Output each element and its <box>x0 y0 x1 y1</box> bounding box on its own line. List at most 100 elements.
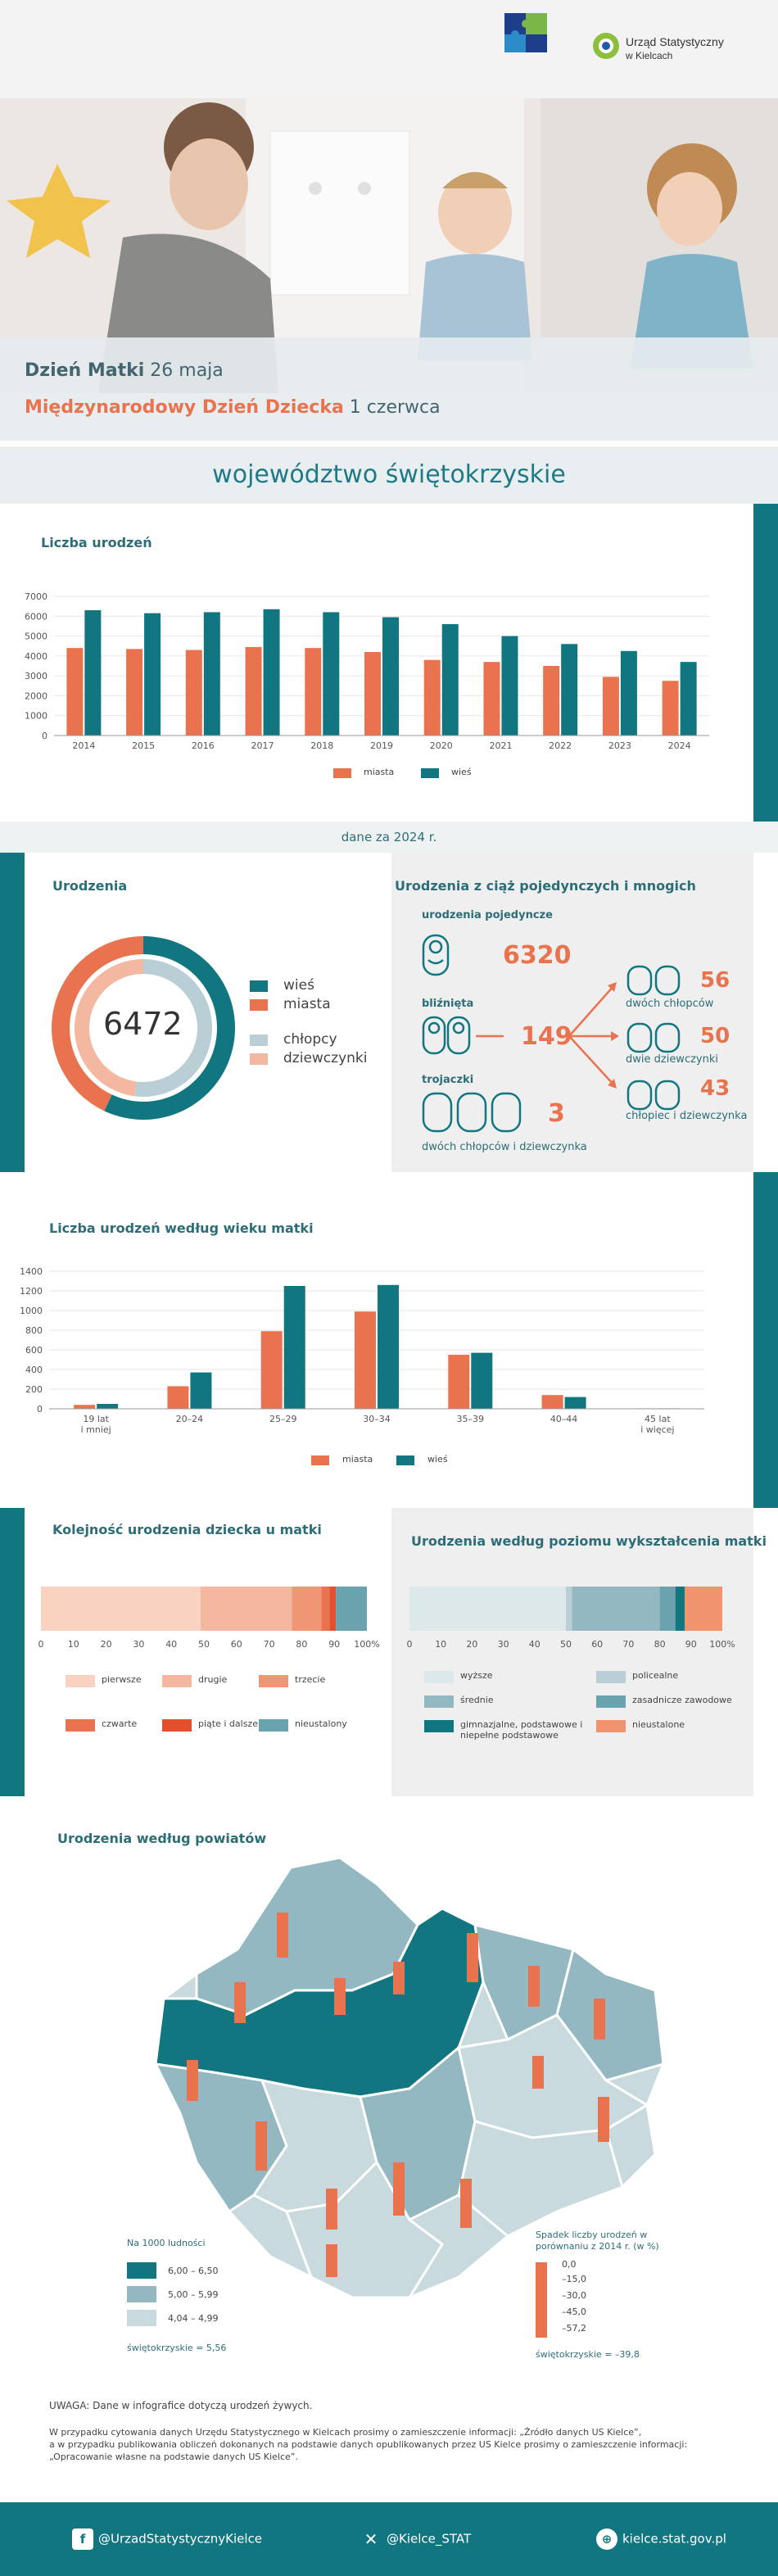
x-tick-label: 2016 <box>192 740 215 751</box>
bar-miasta <box>260 1331 283 1409</box>
legend-swatch-5 <box>596 1720 626 1732</box>
map-legend-range-2: 5,00 – 5,99 <box>168 2289 219 2300</box>
single-births-label: urodzenia pojedyncze <box>422 909 553 921</box>
decline-tick-2: –30,0 <box>562 2290 586 2301</box>
twins-value: 149 <box>521 1022 572 1051</box>
y-tick-label: 0 <box>42 731 47 741</box>
stack-segment-0 <box>409 1587 566 1631</box>
y-tick-label: 0 <box>37 1404 43 1415</box>
baby-icon-triplets <box>422 1092 522 1133</box>
bar-wieś <box>501 636 518 736</box>
decline-tick-4: –57,2 <box>562 2323 586 2334</box>
y-tick-label: 200 <box>25 1384 43 1395</box>
map-legend-range-1: 6,00 – 6,50 <box>168 2266 219 2276</box>
legend-swatch-0 <box>424 1671 454 1683</box>
mixed-label: chłopiec i dziewczynka <box>626 1110 748 1122</box>
x-tick-label: 50 <box>198 1639 210 1650</box>
us-logo-name: Urząd Statystyczny <box>626 35 724 48</box>
bar-wieś <box>97 1404 119 1409</box>
x-tick-label: 40 <box>165 1639 177 1650</box>
legend-swatch-4 <box>424 1720 454 1732</box>
y-tick-label: 800 <box>25 1325 43 1336</box>
triplets-label: trojaczki <box>422 1074 474 1086</box>
decline-tick-0: 0,0 <box>562 2259 577 2270</box>
x-tick-label: 50 <box>560 1639 572 1650</box>
stack-segment-0 <box>41 1587 201 1631</box>
triplets-value: 3 <box>548 1099 565 1128</box>
region-title: województwo świętokrzyskie <box>0 446 778 504</box>
bar-wieś <box>283 1286 305 1409</box>
bar-miasta <box>355 1311 376 1409</box>
x-tick-label: 2024 <box>668 740 691 751</box>
legend-label-4: piąte i dalsze <box>198 1718 258 1729</box>
boys-value: 56 <box>700 968 731 993</box>
x-tick-label: 100% <box>709 1639 735 1650</box>
bar-miasta <box>126 649 143 736</box>
donut-center-value: 6472 <box>103 1006 183 1042</box>
decline-bar-14 <box>460 2179 472 2228</box>
decline-legend-title: Spadek liczby urodzeń w porównaniu z 201… <box>536 2230 659 2252</box>
bar-wieś <box>382 617 399 736</box>
note-citation-3: „Opracowanie własne na podstawie danych … <box>49 2452 298 2462</box>
stack-segment-5 <box>685 1587 722 1631</box>
map-title: Urodzenia według powiatów <box>57 1831 267 1846</box>
globe-icon: ⊕ <box>596 2528 617 2550</box>
legend-swatch-5 <box>259 1719 288 1732</box>
bar-wieś <box>471 1352 493 1409</box>
y-tick-label: 600 <box>25 1345 43 1356</box>
girls-value: 50 <box>700 1024 731 1048</box>
header: Urząd Statystyczny w Kielcach <box>0 0 778 98</box>
stack-segment-4 <box>329 1587 337 1631</box>
x-tick-label: 10 <box>435 1639 446 1650</box>
donut-legend-wies-swatch <box>250 980 268 992</box>
twins-arrows <box>568 982 619 1089</box>
y-tick-label: 6000 <box>25 611 47 622</box>
district-map <box>153 1856 665 2299</box>
donut-legend-chlopcy-swatch <box>250 1034 268 1046</box>
map-legend-swatch-2 <box>127 2286 156 2302</box>
bar-miasta <box>423 659 441 736</box>
x-tick-label: 80 <box>296 1639 307 1650</box>
map-legend-title: Na 1000 ludności <box>127 2238 206 2248</box>
footer-x-link[interactable]: ✕ @Kielce_STAT <box>360 2528 472 2550</box>
x-tick-label: 45 lat <box>645 1414 671 1424</box>
x-tick-label: 20 <box>466 1639 477 1650</box>
map-legend-swatch-1 <box>127 2262 156 2279</box>
decline-bar-5 <box>467 1933 478 1982</box>
x-tick-label: 20 <box>101 1639 112 1650</box>
twins-label: bliźnięta <box>422 998 474 1010</box>
x-tick-label: 60 <box>231 1639 242 1650</box>
legend-label-1: drugie <box>198 1674 228 1685</box>
legend-wies-swatch <box>421 768 439 778</box>
footer: f @UrzadStatystycznyKielce ✕ @Kielce_STAT … <box>0 2502 778 2576</box>
births-donut-title: Urodzenia <box>52 878 128 894</box>
y-tick-label: 2000 <box>25 690 47 701</box>
y-tick-label: 4000 <box>25 651 47 662</box>
x-tick-label: 2023 <box>608 740 631 751</box>
x-tick-label: i mniej <box>81 1424 111 1435</box>
y-tick-label: 5000 <box>25 632 47 642</box>
x-tick-label: i więcej <box>640 1424 674 1435</box>
map-legend-range-3: 4,04 – 4,99 <box>168 2313 219 2324</box>
legend-label-2: średnie <box>460 1695 494 1705</box>
y-tick-label: 1000 <box>25 711 47 722</box>
bar-miasta <box>483 662 500 736</box>
bar-miasta <box>305 648 322 736</box>
footer-web-link[interactable]: ⊕ kielce.stat.gov.pl <box>596 2528 726 2550</box>
x-tick-label: 19 lat <box>83 1414 109 1424</box>
education-stacked-bar: 0 10 20 30 40 50 60 70 80 90 100% <box>407 1587 735 1650</box>
girls-label: dwie dziewczynki <box>626 1053 718 1066</box>
decline-tick-3: –45,0 <box>562 2307 586 2317</box>
stack-segment-5 <box>336 1587 367 1631</box>
legend-swatch-3 <box>66 1719 95 1732</box>
x-tick-label: 2014 <box>72 740 95 751</box>
bar-miasta <box>167 1386 189 1409</box>
x-icon: ✕ <box>364 2529 378 2549</box>
decline-bar-4 <box>393 1962 405 1994</box>
baby-icon-girls <box>626 1022 681 1053</box>
footer-facebook-link[interactable]: f @UrzadStatystycznyKielce <box>72 2528 262 2550</box>
decline-bar-12 <box>326 2189 337 2230</box>
decline-bar-8 <box>532 2056 544 2089</box>
x-tick-label: 70 <box>622 1639 634 1650</box>
bar-miasta <box>662 681 679 736</box>
